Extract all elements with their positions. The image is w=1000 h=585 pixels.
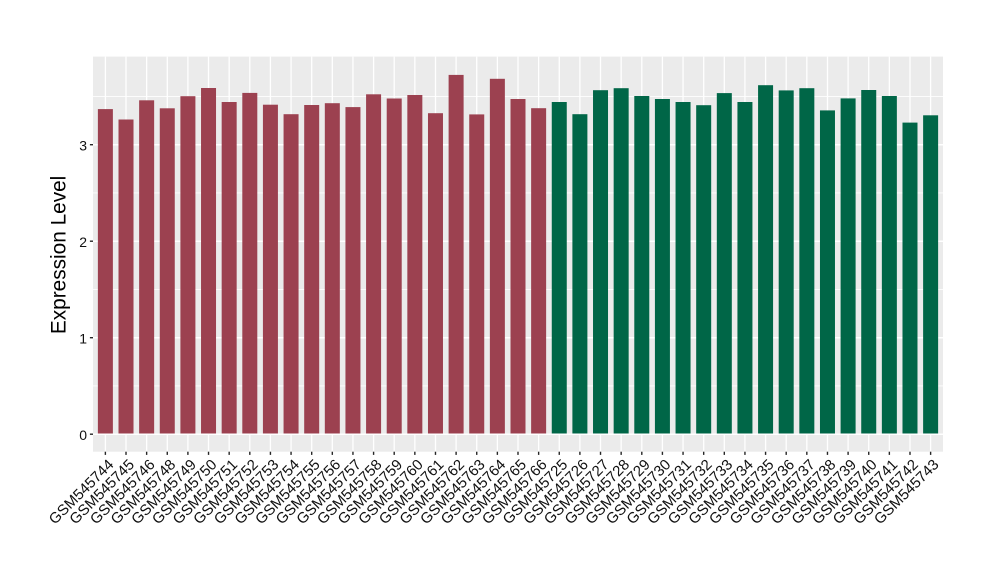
svg-text:1: 1	[79, 330, 87, 346]
svg-text:3: 3	[79, 137, 87, 153]
svg-text:Expression Level: Expression Level	[48, 176, 71, 334]
svg-text:0: 0	[79, 427, 87, 443]
svg-text:2: 2	[79, 234, 87, 250]
